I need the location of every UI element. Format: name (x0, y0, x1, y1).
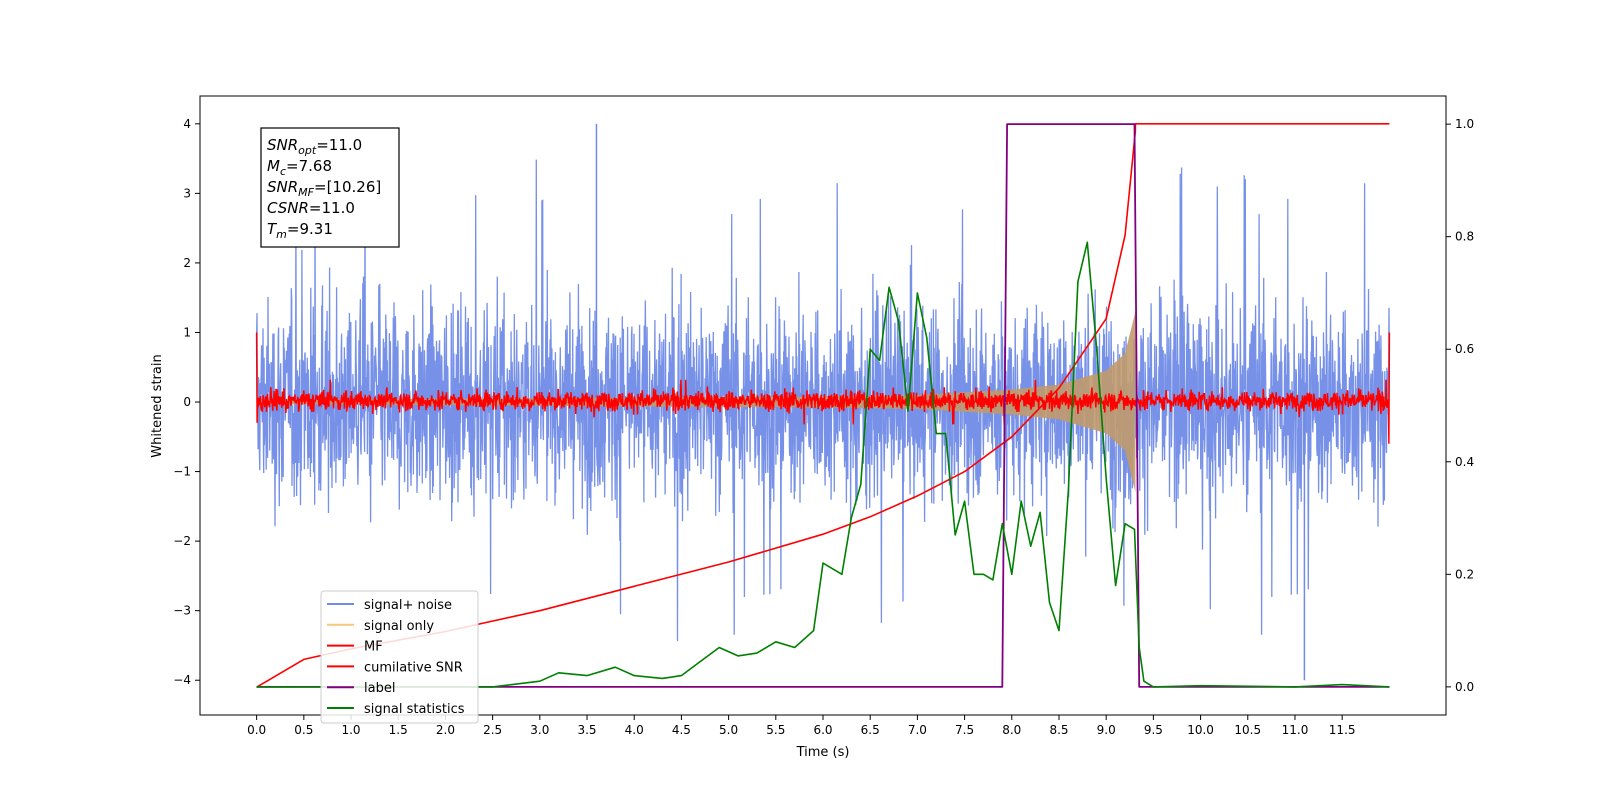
annotation-frame (260, 127, 400, 248)
x-tick-label: 7.5 (955, 723, 974, 737)
x-tick-label: 10.0 (1187, 723, 1214, 737)
x-tick-label: 0.0 (247, 723, 266, 737)
x-tick-label: 7.0 (908, 723, 927, 737)
x-tick-label: 9.0 (1097, 723, 1116, 737)
x-tick-label: 8.0 (1002, 723, 1021, 737)
legend-label: signal statistics (364, 702, 465, 717)
annotation-line: Tm=9.31 (267, 220, 333, 241)
x-tick-label: 3.0 (530, 723, 549, 737)
y-tick-label: −2 (173, 534, 191, 548)
y-axis-right: 0.0 0.2 0.4 0.6 0.8 1.0 (1446, 117, 1474, 694)
legend-label: label (364, 681, 395, 696)
x-tick-label: 6.0 (813, 723, 832, 737)
x-tick-label: 3.5 (577, 723, 596, 737)
legend-label: signal only (364, 619, 434, 634)
legend-frame (320, 590, 479, 724)
y-tick-label: 0 (183, 395, 191, 409)
y2-tick-label: 0.4 (1455, 455, 1474, 469)
y-tick-label: 3 (183, 186, 191, 200)
annotation-line: CSNR=11.0 (267, 199, 355, 217)
x-tick-label: 1.0 (341, 723, 360, 737)
annotation-line: SNRMF=[10.26] (267, 178, 381, 199)
x-tick-label: 11.0 (1282, 723, 1309, 737)
y2-tick-label: 0.2 (1455, 567, 1474, 581)
x-tick-label: 9.5 (1144, 723, 1163, 737)
x-tick-label: 0.5 (294, 723, 313, 737)
series-line-signal-statistics (256, 241, 1390, 688)
x-axis: 0.0 0.5 1.0 1.5 2.0 2.5 3.0 3.5 4.0 4.5 5.0 5.5 6.0 6… (247, 715, 1356, 737)
y2-tick-label: 0.8 (1455, 230, 1474, 244)
y-tick-label: 4 (183, 117, 191, 131)
x-axis-label: Time (s) (796, 745, 850, 760)
x-tick-label: 1.5 (389, 723, 408, 737)
x-tick-label: 2.0 (436, 723, 455, 737)
x-tick-label: 2.5 (483, 723, 502, 737)
x-tick-label: 11.5 (1329, 723, 1356, 737)
annotation-line: Mc=7.68 (267, 157, 332, 178)
legend-label: MF (364, 640, 383, 655)
x-tick-label: 5.5 (766, 723, 785, 737)
x-tick-label: 4.0 (625, 723, 644, 737)
annotation-line: SNRopt=11.0 (267, 136, 362, 157)
x-tick-label: 4.5 (672, 723, 691, 737)
x-tick-label: 8.5 (1049, 723, 1068, 737)
y-tick-label: −3 (173, 604, 191, 618)
legend: signal+ noise signal only MF cumilative SNR… (320, 590, 479, 724)
x-tick-label: 5.0 (719, 723, 738, 737)
y2-tick-label: 1.0 (1455, 117, 1474, 131)
y-axis-label: Whitened strain (150, 354, 165, 457)
legend-label: signal+ noise (364, 598, 452, 613)
y-tick-label: −4 (173, 673, 191, 687)
y-axis-left: −4 −3 −2 −1 0 1 2 3 4 (173, 117, 200, 687)
series-line-mf (255, 332, 1391, 444)
stats-annotation-box: SNRopt=11.0Mc=7.68SNRMF=[10.26]CSNR=11.0… (260, 127, 400, 248)
y-tick-label: 2 (183, 256, 191, 270)
series-mf (255, 332, 1391, 444)
legend-label: cumilative SNR (364, 660, 463, 675)
y-tick-label: −1 (173, 465, 191, 479)
y-tick-label: 1 (183, 325, 191, 339)
x-tick-label: 6.5 (861, 723, 880, 737)
x-tick-label: 10.5 (1234, 723, 1261, 737)
y2-tick-label: 0.6 (1455, 342, 1474, 356)
y2-tick-label: 0.0 (1455, 680, 1474, 694)
